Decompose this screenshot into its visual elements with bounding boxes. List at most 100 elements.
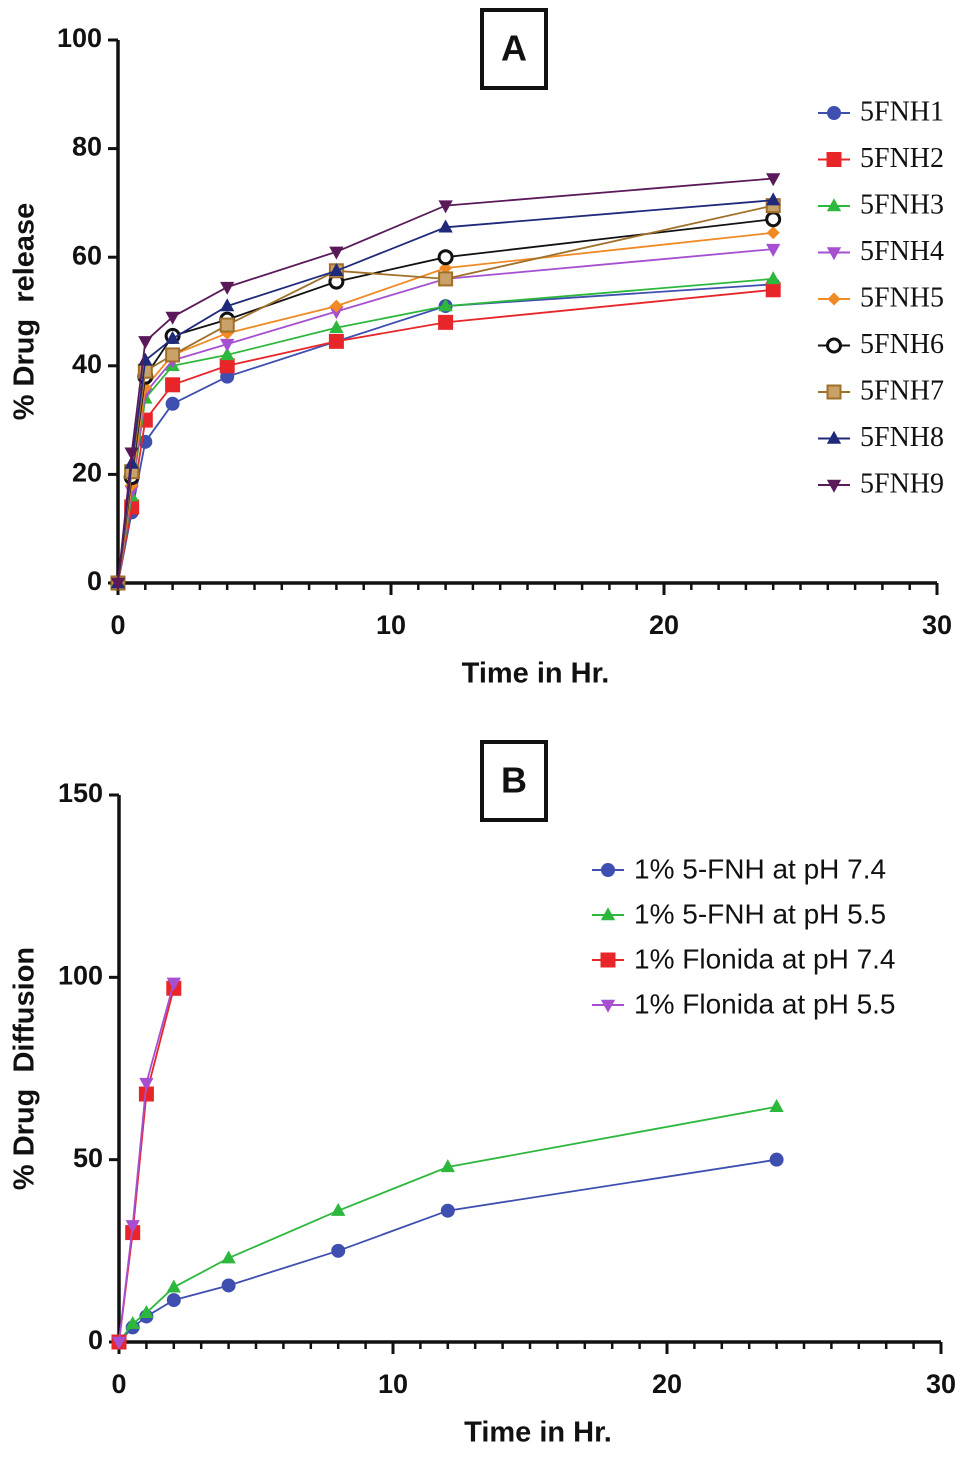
y-tick-label: 50 (73, 1143, 103, 1173)
y-tick-label: 0 (87, 566, 102, 596)
x-tick-label: 0 (111, 1369, 126, 1399)
y-axis-title: % Drug release (9, 203, 41, 421)
x-tick-label: 20 (649, 610, 679, 640)
marker (826, 198, 842, 212)
marker (219, 358, 235, 374)
legend-label: 5FNH4 (860, 236, 944, 267)
marker (220, 338, 235, 352)
marker (165, 347, 181, 363)
y-tick-label: 0 (88, 1325, 103, 1355)
panel-label: B (501, 760, 527, 801)
legend-label: 1% Flonida at pH 5.5 (634, 988, 896, 1019)
y-tick-label: 40 (72, 349, 102, 379)
marker (221, 1250, 236, 1264)
marker (826, 337, 842, 354)
marker (766, 226, 780, 240)
marker (600, 999, 616, 1013)
x-tick-label: 30 (922, 610, 952, 640)
legend-label: 5FNH1 (860, 96, 944, 127)
marker (765, 211, 782, 228)
marker (329, 299, 343, 313)
marker (139, 1077, 154, 1091)
marker (329, 262, 344, 276)
y-tick-label: 80 (72, 132, 102, 162)
marker (826, 247, 842, 261)
marker (769, 1098, 784, 1112)
marker (765, 282, 781, 298)
marker (166, 977, 181, 991)
marker (766, 271, 781, 285)
legend-label: 5FNH7 (860, 375, 944, 406)
marker (331, 1202, 346, 1216)
marker (769, 1152, 784, 1167)
y-axis-title: % Drug Diffusion (9, 947, 41, 1190)
marker (165, 396, 180, 411)
marker (329, 319, 344, 333)
series-line (117, 288, 774, 584)
marker (440, 1159, 455, 1173)
marker (438, 314, 454, 330)
marker (125, 1220, 140, 1234)
marker (328, 333, 344, 349)
marker (440, 1203, 455, 1218)
marker (166, 1279, 181, 1293)
legend-label: 5FNH6 (860, 329, 944, 360)
series-line (117, 199, 774, 584)
marker (601, 863, 615, 877)
marker (826, 479, 842, 493)
marker (138, 336, 153, 350)
series-line (118, 1105, 777, 1343)
panel-label: A (501, 28, 527, 69)
x-tick-label: 0 (110, 610, 125, 640)
marker (600, 907, 616, 921)
marker (438, 298, 453, 312)
marker (329, 246, 344, 260)
legend-label: 1% Flonida at pH 7.4 (634, 943, 896, 974)
marker (165, 330, 180, 344)
series-line (118, 1158, 777, 1343)
marker (438, 271, 454, 287)
marker (438, 200, 453, 214)
series-line (118, 982, 175, 1343)
x-tick-label: 30 (926, 1369, 956, 1399)
x-tick-label: 10 (378, 1369, 408, 1399)
marker (219, 317, 235, 333)
series-line (118, 988, 175, 1343)
marker (827, 106, 841, 120)
legend-label: 1% 5-FNH at pH 5.5 (634, 898, 886, 929)
marker (826, 430, 842, 444)
marker (766, 192, 781, 206)
marker (220, 347, 235, 361)
marker (766, 243, 781, 257)
marker (166, 1293, 181, 1308)
marker (329, 306, 344, 320)
marker (138, 352, 153, 366)
marker (111, 1336, 127, 1350)
marker (220, 298, 235, 312)
marker (331, 1243, 346, 1258)
marker (600, 952, 616, 968)
marker (437, 249, 454, 266)
marker (165, 311, 180, 325)
y-tick-label: 150 (58, 778, 103, 808)
y-tick-label: 100 (58, 960, 103, 990)
panel-label-box (480, 740, 548, 822)
y-tick-label: 60 (72, 240, 102, 270)
marker (165, 377, 181, 393)
marker (766, 173, 781, 187)
x-axis-title: Time in Hr. (462, 658, 610, 690)
legend-label: 5FNH2 (860, 143, 944, 174)
marker (826, 152, 842, 167)
marker (438, 219, 453, 233)
marker (110, 577, 126, 591)
x-tick-label: 10 (376, 610, 406, 640)
panel-label-box (480, 8, 548, 90)
legend-label: 5FNH9 (860, 468, 944, 499)
y-tick-label: 100 (57, 23, 102, 53)
marker (124, 447, 139, 461)
legend-label: 5FNH8 (860, 422, 944, 453)
legend-label: 5FNH3 (860, 189, 944, 220)
marker (125, 1315, 140, 1329)
